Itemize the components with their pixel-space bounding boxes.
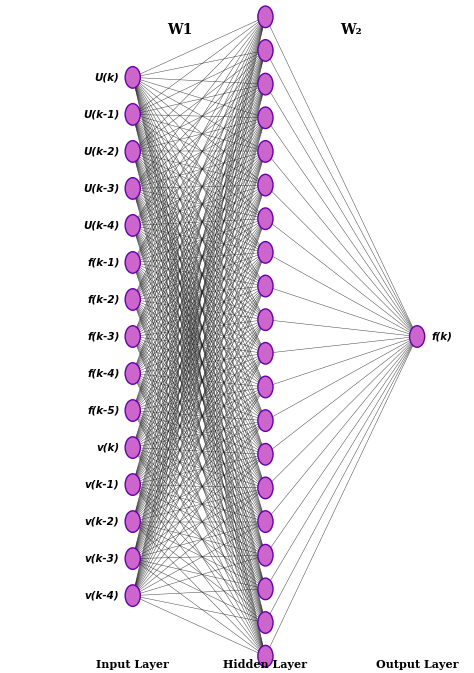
Circle shape xyxy=(125,104,140,125)
Text: v(k-1): v(k-1) xyxy=(85,480,119,489)
Circle shape xyxy=(410,326,425,347)
Circle shape xyxy=(258,174,273,196)
Circle shape xyxy=(258,309,273,330)
Circle shape xyxy=(258,612,273,633)
Circle shape xyxy=(258,578,273,600)
Text: v(k-3): v(k-3) xyxy=(85,554,119,563)
Circle shape xyxy=(125,400,140,421)
Circle shape xyxy=(258,141,273,162)
Text: U(k-4): U(k-4) xyxy=(83,221,119,230)
Circle shape xyxy=(125,474,140,495)
Circle shape xyxy=(258,6,273,28)
Text: U(k): U(k) xyxy=(95,73,119,82)
Text: f(k-4): f(k-4) xyxy=(87,369,119,378)
Text: W1: W1 xyxy=(167,24,193,37)
Circle shape xyxy=(125,289,140,310)
Circle shape xyxy=(258,544,273,566)
Circle shape xyxy=(125,511,140,532)
Text: f(k-3): f(k-3) xyxy=(87,332,119,341)
Text: v(k): v(k) xyxy=(96,443,119,452)
Text: Output Layer: Output Layer xyxy=(376,659,458,670)
Circle shape xyxy=(125,585,140,606)
Text: Hidden Layer: Hidden Layer xyxy=(223,659,308,670)
Circle shape xyxy=(258,107,273,129)
Circle shape xyxy=(258,40,273,61)
Circle shape xyxy=(125,326,140,347)
Text: U(k-2): U(k-2) xyxy=(83,147,119,156)
Text: v(k-4): v(k-4) xyxy=(85,591,119,600)
Circle shape xyxy=(125,141,140,162)
Text: f(k-1): f(k-1) xyxy=(87,258,119,267)
Circle shape xyxy=(125,363,140,384)
Text: U(k-3): U(k-3) xyxy=(83,184,119,193)
Circle shape xyxy=(125,67,140,88)
Text: Input Layer: Input Layer xyxy=(96,659,169,670)
Circle shape xyxy=(258,343,273,364)
Text: v(k-2): v(k-2) xyxy=(85,517,119,526)
Circle shape xyxy=(125,178,140,199)
Circle shape xyxy=(258,208,273,229)
Circle shape xyxy=(125,437,140,458)
Text: W₂: W₂ xyxy=(340,24,362,37)
Circle shape xyxy=(258,477,273,499)
Text: f(k-5): f(k-5) xyxy=(87,406,119,415)
Circle shape xyxy=(258,73,273,95)
Circle shape xyxy=(258,242,273,263)
Text: f(k): f(k) xyxy=(432,332,453,341)
Circle shape xyxy=(125,252,140,273)
Circle shape xyxy=(258,275,273,297)
Circle shape xyxy=(258,511,273,532)
Circle shape xyxy=(125,215,140,236)
Circle shape xyxy=(258,376,273,398)
Text: f(k-2): f(k-2) xyxy=(87,295,119,304)
Text: U(k-1): U(k-1) xyxy=(83,110,119,119)
Circle shape xyxy=(258,410,273,431)
Circle shape xyxy=(258,444,273,465)
Circle shape xyxy=(125,548,140,569)
Circle shape xyxy=(258,645,273,667)
